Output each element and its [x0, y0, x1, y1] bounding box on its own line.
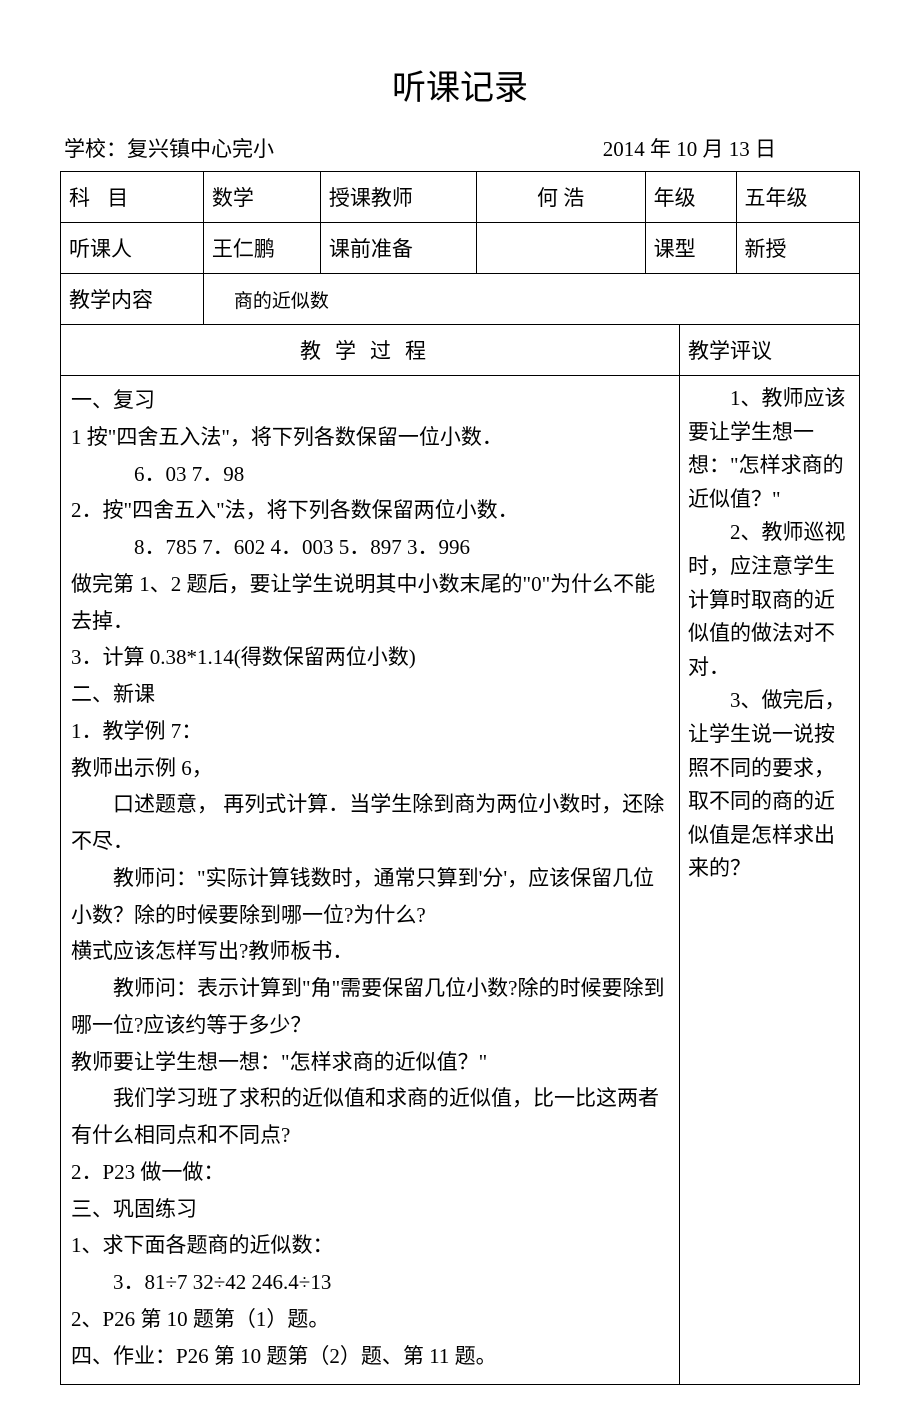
- process-line: 3．81÷7 32÷42 246.4÷13: [71, 1264, 669, 1301]
- process-line: 教师问："实际计算钱数时，通常只算到'分'，应该保留几位小数？除的时候要除到哪一…: [71, 860, 669, 934]
- review-line: 1、教师应该: [688, 382, 851, 416]
- process-line: 1 按"四舍五入法"，将下列各数保留一位小数．: [71, 419, 669, 456]
- type-label: 课型: [645, 223, 736, 274]
- table-row: 科 目 数学 授课教师 何 浩 年级 五年级: [61, 172, 860, 223]
- process-cell: 一、复习 1 按"四舍五入法"，将下列各数保留一位小数． 6．03 7．98 2…: [61, 376, 680, 1385]
- review-cell: 1、教师应该 要让学生想一想："怎样求商的近似值？" 2、教师巡视 时，应注意学…: [680, 376, 860, 1385]
- review-header: 教学评议: [680, 325, 860, 376]
- table-row: 听课人 王仁鹏 课前准备 课型 新授: [61, 223, 860, 274]
- process-line: 1．教学例 7：: [71, 713, 669, 750]
- process-line: 6．03 7．98: [71, 456, 669, 493]
- process-line: 2．按"四舍五入"法，将下列各数保留两位小数．: [71, 492, 669, 529]
- listener-label: 听课人: [61, 223, 204, 274]
- listener-value: 王仁鹏: [203, 223, 320, 274]
- process-line: 一、复习: [71, 382, 669, 419]
- school-label: 学校：: [64, 137, 127, 161]
- process-line: 我们学习班了求积的近似值和求商的近似值，比一比这两者有什么相同点和不同点?: [71, 1080, 669, 1154]
- page-title: 听课记录: [60, 60, 860, 109]
- process-line: 3．计算 0.38*1.14(得数保留两位小数): [71, 639, 669, 676]
- review-line: 3、做完后，: [688, 684, 851, 718]
- content-value: 商的近似数: [203, 274, 859, 325]
- process-line: 口述题意， 再列式计算．当学生除到商为两位小数时，还除不尽．: [71, 786, 669, 860]
- review-line: 要让学生想一想："怎样求商的近似值？": [688, 416, 851, 517]
- process-line: 二、新课: [71, 676, 669, 713]
- meta-date: 2014 年 10 月 13 日: [603, 133, 776, 163]
- subject-label: 科 目: [61, 172, 204, 223]
- process-line: 教师要让学生想一想："怎样求商的近似值？": [71, 1044, 669, 1081]
- subject-value: 数学: [203, 172, 320, 223]
- table-row: 教学内容 商的近似数: [61, 274, 860, 325]
- school-value: 复兴镇中心完小: [127, 137, 274, 161]
- process-line: 1、求下面各题商的近似数：: [71, 1227, 669, 1264]
- prep-value: [476, 223, 645, 274]
- table-row: 一、复习 1 按"四舍五入法"，将下列各数保留一位小数． 6．03 7．98 2…: [61, 376, 860, 1385]
- review-line: 时，应注意学生计算时取商的近似值的做法对不对．: [688, 550, 851, 684]
- body-table: 教学过程 教学评议 一、复习 1 按"四舍五入法"，将下列各数保留一位小数． 6…: [60, 325, 860, 1385]
- review-line: 2、教师巡视: [688, 516, 851, 550]
- grade-label: 年级: [645, 172, 736, 223]
- process-header: 教学过程: [61, 325, 680, 376]
- type-value: 新授: [736, 223, 859, 274]
- meta-school: 学校：复兴镇中心完小: [64, 133, 274, 163]
- table-row: 教学过程 教学评议: [61, 325, 860, 376]
- review-line: 让学生说一说按照不同的要求，取不同的商的近似值是怎样求出来的？: [688, 718, 851, 886]
- process-line: 8．785 7．602 4．003 5．897 3．996: [71, 529, 669, 566]
- teacher-label: 授课教师: [320, 172, 476, 223]
- process-line: 教师出示例 6，: [71, 750, 669, 787]
- process-line: 2、P26 第 10 题第（1）题。: [71, 1301, 669, 1338]
- process-line: 四、作业：P26 第 10 题第（2）题、第 11 题。: [71, 1338, 669, 1375]
- content-label: 教学内容: [61, 274, 204, 325]
- prep-label: 课前准备: [320, 223, 476, 274]
- header-table: 科 目 数学 授课教师 何 浩 年级 五年级 听课人 王仁鹏 课前准备 课型 新…: [60, 171, 860, 325]
- grade-value: 五年级: [736, 172, 859, 223]
- process-line: 做完第 1、2 题后，要让学生说明其中小数末尾的"0"为什么不能去掉．: [71, 566, 669, 640]
- meta-row: 学校：复兴镇中心完小 2014 年 10 月 13 日: [60, 133, 860, 163]
- teacher-value: 何 浩: [476, 172, 645, 223]
- process-line: 三、巩固练习: [71, 1191, 669, 1228]
- process-line: 横式应该怎样写出?教师板书．: [71, 933, 669, 970]
- page: 听课记录 学校：复兴镇中心完小 2014 年 10 月 13 日 科 目 数学 …: [0, 0, 920, 1425]
- process-line: 2．P23 做一做：: [71, 1154, 669, 1191]
- process-line: 教师问：表示计算到"角"需要保留几位小数?除的时候要除到哪一位?应该约等于多少？: [71, 970, 669, 1044]
